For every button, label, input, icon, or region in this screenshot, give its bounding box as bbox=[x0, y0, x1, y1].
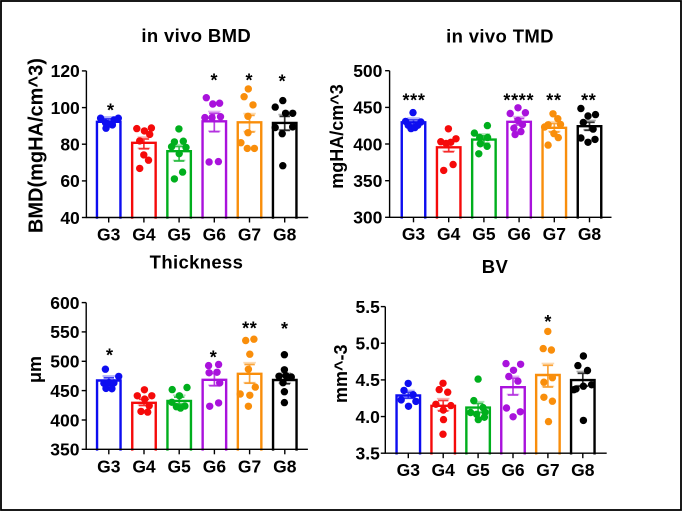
svg-text:60: 60 bbox=[60, 171, 80, 191]
svg-text:G6: G6 bbox=[203, 456, 227, 476]
svg-text:80: 80 bbox=[60, 135, 80, 155]
svg-text:G4: G4 bbox=[132, 456, 156, 476]
svg-text:G3: G3 bbox=[402, 224, 426, 244]
svg-text:4.0: 4.0 bbox=[355, 407, 380, 427]
svg-text:350: 350 bbox=[50, 440, 79, 460]
svg-text:G7: G7 bbox=[238, 456, 261, 476]
svg-text:in vivo BMD: in vivo BMD bbox=[141, 25, 251, 46]
svg-text:300: 300 bbox=[353, 208, 382, 228]
svg-text:G4: G4 bbox=[432, 460, 456, 480]
svg-text:4.5: 4.5 bbox=[355, 370, 380, 390]
svg-text:600: 600 bbox=[50, 293, 79, 313]
svg-text:40: 40 bbox=[60, 208, 80, 228]
svg-text:5.0: 5.0 bbox=[355, 334, 380, 354]
svg-text:in vivo TMD: in vivo TMD bbox=[446, 26, 554, 47]
svg-text:****: **** bbox=[503, 91, 534, 111]
svg-text:100: 100 bbox=[51, 98, 80, 118]
svg-text:***: *** bbox=[402, 91, 425, 111]
svg-text:500: 500 bbox=[353, 61, 382, 81]
svg-text:350: 350 bbox=[353, 171, 382, 191]
svg-text:**: ** bbox=[581, 91, 596, 111]
svg-text:G3: G3 bbox=[397, 460, 421, 480]
svg-text:G8: G8 bbox=[571, 460, 595, 480]
svg-text:G6: G6 bbox=[203, 224, 227, 244]
svg-text:BV: BV bbox=[482, 256, 509, 277]
svg-text:G7: G7 bbox=[238, 224, 261, 244]
svg-text:G4: G4 bbox=[132, 224, 156, 244]
svg-text:*: * bbox=[279, 72, 287, 92]
svg-text:G5: G5 bbox=[168, 456, 192, 476]
svg-text:G3: G3 bbox=[97, 456, 121, 476]
svg-text:450: 450 bbox=[50, 381, 79, 401]
svg-text:G3: G3 bbox=[97, 224, 121, 244]
svg-text:μm: μm bbox=[25, 356, 45, 383]
svg-text:*: * bbox=[107, 101, 115, 121]
svg-text:G7: G7 bbox=[543, 224, 566, 244]
svg-text:G5: G5 bbox=[466, 460, 490, 480]
svg-text:*: * bbox=[281, 319, 289, 339]
svg-text:mm^-3: mm^-3 bbox=[331, 344, 351, 403]
svg-text:*: * bbox=[544, 312, 552, 332]
svg-text:500: 500 bbox=[50, 352, 79, 372]
svg-text:*: * bbox=[210, 348, 218, 368]
svg-text:5.5: 5.5 bbox=[355, 297, 380, 317]
svg-text:**: ** bbox=[546, 91, 561, 111]
svg-text:400: 400 bbox=[353, 134, 382, 154]
svg-text:*: * bbox=[245, 71, 253, 91]
svg-text:G8: G8 bbox=[578, 224, 602, 244]
svg-text:3.5: 3.5 bbox=[355, 444, 380, 464]
svg-text:*: * bbox=[106, 346, 114, 366]
svg-text:550: 550 bbox=[50, 322, 79, 342]
svg-text:G8: G8 bbox=[273, 456, 297, 476]
svg-text:*: * bbox=[210, 71, 218, 91]
svg-text:G6: G6 bbox=[507, 224, 531, 244]
svg-text:**: ** bbox=[242, 319, 257, 339]
svg-text:G8: G8 bbox=[273, 224, 297, 244]
svg-text:mgHA/cm^3: mgHA/cm^3 bbox=[327, 84, 347, 189]
svg-text:G7: G7 bbox=[536, 460, 559, 480]
svg-text:120: 120 bbox=[51, 61, 80, 81]
svg-text:BMD(mgHA/cm^3): BMD(mgHA/cm^3) bbox=[25, 58, 47, 233]
svg-text:G4: G4 bbox=[437, 224, 461, 244]
svg-text:450: 450 bbox=[353, 98, 382, 118]
svg-text:G6: G6 bbox=[501, 460, 525, 480]
svg-text:G5: G5 bbox=[472, 224, 496, 244]
svg-text:Thickness: Thickness bbox=[150, 252, 244, 273]
svg-text:G5: G5 bbox=[167, 224, 191, 244]
svg-text:400: 400 bbox=[50, 410, 79, 430]
